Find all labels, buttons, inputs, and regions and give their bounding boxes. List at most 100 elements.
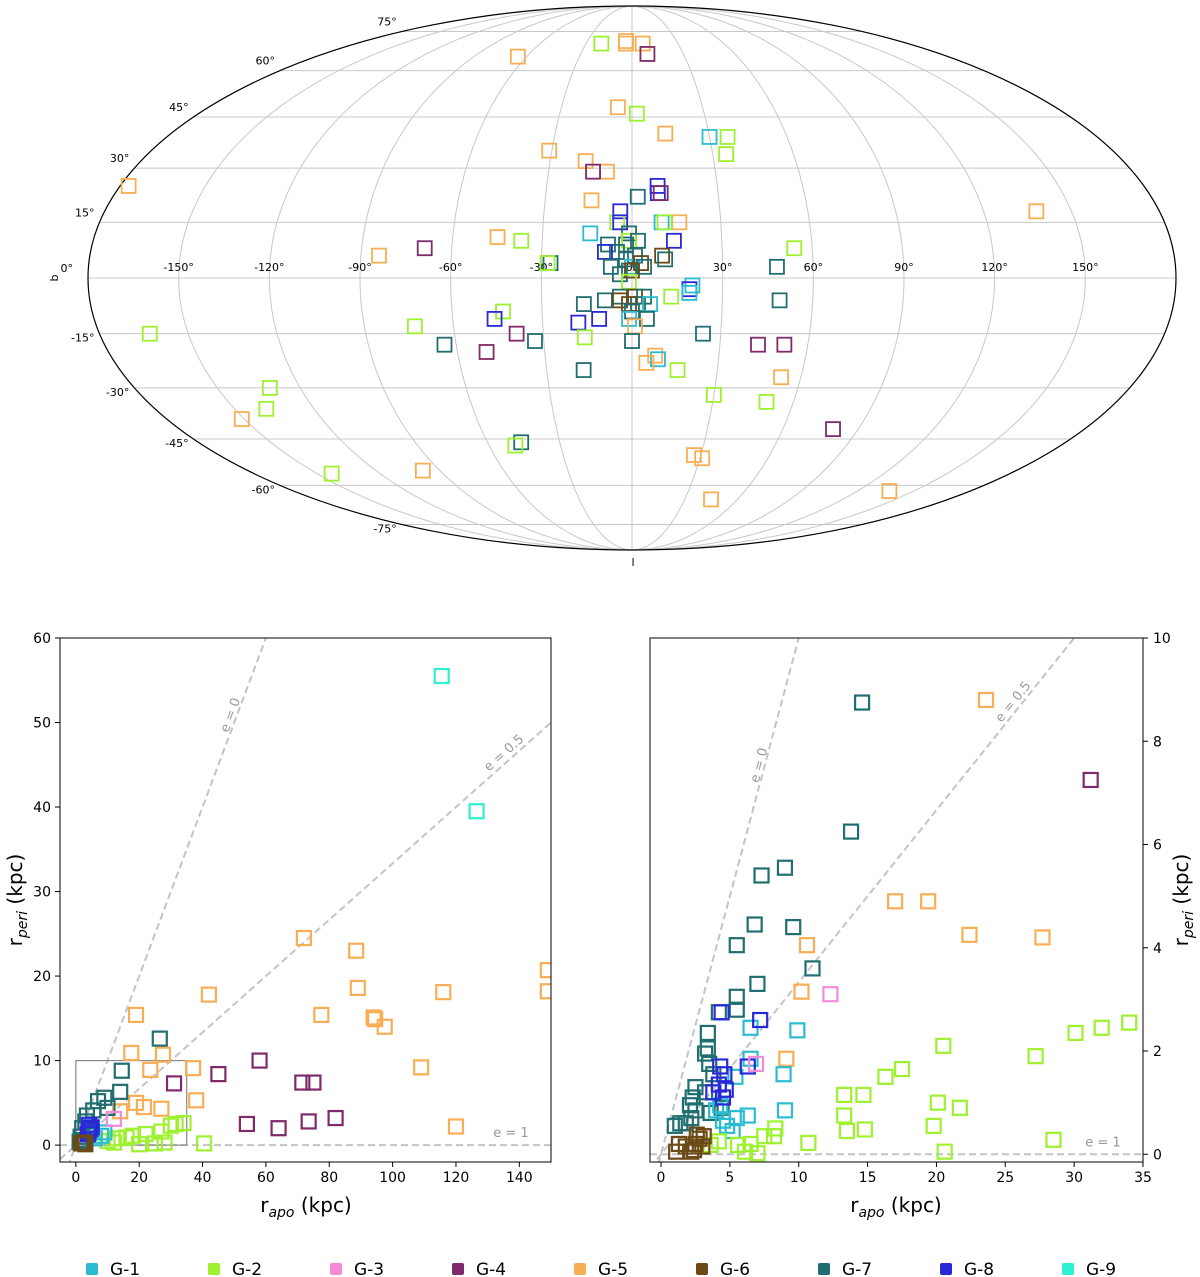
sky-point: [509, 48, 526, 65]
lat-tick-label: 30°: [110, 152, 130, 165]
data-point: [313, 1006, 330, 1024]
x-tick-label: 0: [71, 1170, 80, 1186]
sky-point: [705, 387, 722, 403]
data-point: [699, 1024, 716, 1042]
data-point: [856, 1121, 873, 1138]
sky-point: [771, 292, 788, 309]
x-tick-label: 100: [379, 1170, 406, 1186]
sky-point: [527, 333, 543, 349]
data-point: [1121, 1014, 1138, 1031]
data-point: [699, 1040, 716, 1057]
y-tick-label: 4: [1153, 941, 1162, 957]
lat-tick-label: -60°: [251, 483, 274, 496]
data-point: [936, 1143, 953, 1160]
legend-swatch: [452, 1263, 464, 1275]
data-point: [677, 1115, 694, 1132]
sky-point: [681, 281, 698, 298]
x-tick-label: 80: [320, 1170, 338, 1186]
lat-tick-label: -75°: [373, 522, 396, 535]
sky-point: [694, 450, 711, 467]
sky-point: [617, 35, 634, 52]
y-tick-label: 50: [33, 716, 51, 732]
sky-point: [258, 400, 275, 417]
a-ticks: 0 20 40 60 80 100 120 140 0 10 20 30 40 50 60: [33, 631, 533, 1186]
sky-point: [669, 362, 686, 378]
sky-point: [508, 325, 525, 342]
sky-point: [1028, 203, 1045, 220]
data-point: [413, 1059, 430, 1076]
sky-point: [750, 336, 766, 353]
sky-point: [612, 214, 629, 231]
sky-point: [414, 462, 431, 479]
data-point: [72, 1135, 90, 1152]
data-point: [961, 926, 978, 943]
legend-swatch: [208, 1263, 220, 1275]
data-point: [154, 1046, 172, 1063]
sky-point: [575, 362, 592, 378]
data-point: [127, 1006, 145, 1024]
sky-point: [323, 465, 340, 482]
data-point: [736, 1143, 754, 1160]
data-point: [793, 983, 810, 1000]
data-point: [696, 1045, 714, 1062]
data-point: [1082, 771, 1099, 789]
legend-swatch: [86, 1263, 98, 1275]
reference-line-label: e = 0.5: [481, 732, 527, 775]
sky-point: [650, 351, 666, 368]
data-point: [776, 859, 794, 876]
lat-tick-label: 60°: [255, 55, 275, 68]
sky-point: [695, 325, 711, 342]
data-point: [468, 803, 485, 820]
sky-point: [776, 336, 793, 353]
sky-point: [628, 105, 645, 122]
data-point: [539, 962, 551, 979]
data-point: [838, 1122, 856, 1140]
sky-point: [261, 379, 278, 396]
y-tick-label: 20: [33, 969, 51, 985]
sky-point: [141, 325, 158, 342]
sky-point: [507, 437, 524, 454]
data-point: [105, 1110, 122, 1127]
sky-point: [582, 225, 599, 242]
y-tick-label: 10: [33, 1054, 51, 1070]
sky-point: [638, 354, 655, 371]
legend-label: G-8: [964, 1260, 994, 1277]
data-point: [753, 867, 770, 884]
data-point: [798, 937, 816, 954]
data-point: [162, 1117, 179, 1134]
sky-point: [663, 288, 680, 305]
legend-swatch: [696, 1263, 708, 1275]
sky-point: [639, 46, 656, 62]
data-point: [270, 1120, 287, 1137]
sky-point: [657, 125, 674, 142]
data-point: [196, 1135, 213, 1152]
a-line-labels: e = 0 e = 0.5 e = 1: [218, 696, 529, 1141]
data-point: [719, 1117, 736, 1134]
legend-label: G-5: [598, 1260, 628, 1277]
data-point: [668, 1143, 685, 1160]
data-point: [853, 694, 871, 711]
data-point: [716, 1066, 733, 1083]
data-point: [435, 984, 452, 1001]
lon-tick-label: 30°: [713, 261, 733, 274]
x-tick-label: 5: [725, 1170, 734, 1186]
data-point: [349, 979, 366, 996]
x-tick-label: 35: [1134, 1170, 1152, 1186]
sky-point: [120, 178, 137, 194]
sky-point: [629, 188, 646, 205]
reference-line-label: e = 0: [218, 696, 244, 734]
data-point: [705, 1084, 722, 1101]
data-point: [175, 1115, 192, 1132]
lon-tick-label: 60°: [804, 261, 824, 274]
y-tick-label: 30: [33, 885, 51, 901]
legend-label: G-3: [354, 1260, 384, 1277]
sky-point: [657, 251, 674, 268]
sky-point: [636, 258, 652, 275]
data-point: [747, 1055, 765, 1073]
data-point: [165, 1075, 183, 1092]
data-point: [123, 1044, 140, 1062]
sky-point: [758, 393, 775, 410]
sky-point: [599, 163, 615, 180]
lon-tick-label: -150°: [163, 261, 193, 274]
